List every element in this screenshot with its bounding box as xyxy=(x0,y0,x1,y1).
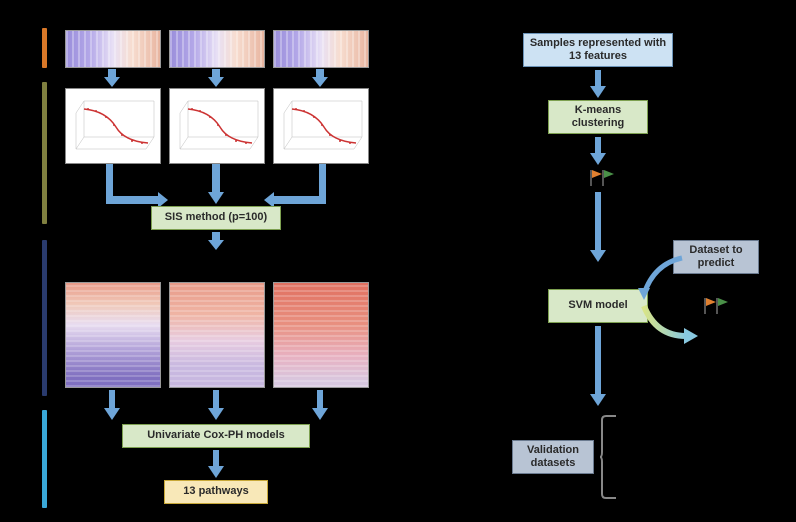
stage-bar-1 xyxy=(42,28,47,68)
cox-box: Univariate Cox-PH models xyxy=(122,424,310,448)
elbow-right xyxy=(264,164,326,212)
heatmap-large-2 xyxy=(169,282,265,388)
arrow-r3-3 xyxy=(312,390,328,420)
arrow-r3-2 xyxy=(208,390,224,420)
arrow-kmeans-down xyxy=(590,137,606,165)
elbow-left xyxy=(106,164,168,212)
sis-box: SIS method (p=100) xyxy=(151,206,281,230)
arrow-cox-down xyxy=(208,450,224,478)
heatmap-large-3 xyxy=(273,282,369,388)
stage-bar-2 xyxy=(42,82,47,224)
plot3d-3 xyxy=(273,88,369,164)
curve-dataset-to-svm xyxy=(636,244,696,304)
validation-box: Validation datasets xyxy=(512,440,594,474)
arrow-sis-down xyxy=(208,232,224,250)
curve-svm-to-flags xyxy=(636,300,702,350)
heatmap-small-1 xyxy=(65,30,161,68)
flag-green-1 xyxy=(602,170,604,186)
arrow-svm-down xyxy=(590,326,606,406)
arrow-samples-down xyxy=(590,70,606,98)
bracket-icon xyxy=(600,414,618,500)
heatmap-small-2 xyxy=(169,30,265,68)
arrow-r3-1 xyxy=(104,390,120,420)
arrow-r1-1 xyxy=(104,69,120,87)
arrow-mid-sis xyxy=(208,164,224,204)
pathways-box: 13 pathways xyxy=(164,480,268,504)
arrow-r1-3 xyxy=(312,69,328,87)
plot3d-1 xyxy=(65,88,161,164)
plot3d-2 xyxy=(169,88,265,164)
flag-orange-2 xyxy=(704,298,706,314)
samples-box: Samples represented with 13 features xyxy=(523,33,673,67)
flag-orange-1 xyxy=(590,170,592,186)
stage-bar-3 xyxy=(42,240,47,396)
stage-bar-4 xyxy=(42,410,47,508)
heatmap-small-3 xyxy=(273,30,369,68)
arrow-r1-2 xyxy=(208,69,224,87)
arrow-flags-down xyxy=(590,192,606,262)
svm-box: SVM model xyxy=(548,289,648,323)
kmeans-box: K-means clustering xyxy=(548,100,648,134)
heatmap-large-1 xyxy=(65,282,161,388)
flag-green-2 xyxy=(716,298,718,314)
